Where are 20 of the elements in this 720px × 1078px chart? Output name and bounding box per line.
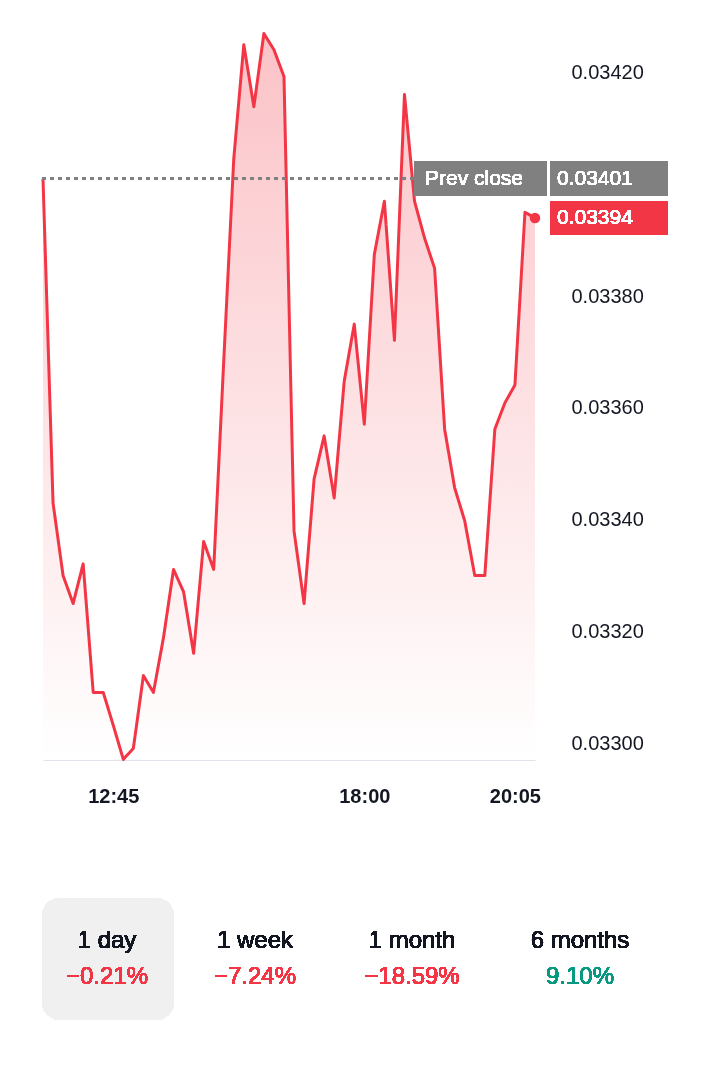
y-tick-label: 0.03340 xyxy=(571,508,644,531)
y-tick-label: 0.03320 xyxy=(571,619,644,642)
x-tick-label: 12:45 xyxy=(88,784,140,807)
y-tick-label: 0.03360 xyxy=(571,396,644,419)
y-tick-label: 0.03420 xyxy=(571,61,644,84)
text: 0.03401 xyxy=(557,165,633,189)
text: 1 month xyxy=(368,926,456,953)
x-tick-label: 20:05 xyxy=(489,784,541,807)
text: −0.21% xyxy=(65,962,149,989)
text: 1 day xyxy=(77,926,137,953)
text: 9.10% xyxy=(545,962,615,989)
text: −7.24% xyxy=(213,962,297,989)
text: 6 months xyxy=(530,926,630,953)
data-label: 0.03394 xyxy=(557,204,634,228)
ref-line-label: Prev close xyxy=(425,165,524,189)
y-tick-label: 0.03380 xyxy=(571,284,644,307)
y-tick-label: 0.03300 xyxy=(571,731,644,754)
x-tick-label: 18:00 xyxy=(339,784,391,807)
text: 1 week xyxy=(216,926,295,953)
text: −18.59% xyxy=(364,962,460,989)
